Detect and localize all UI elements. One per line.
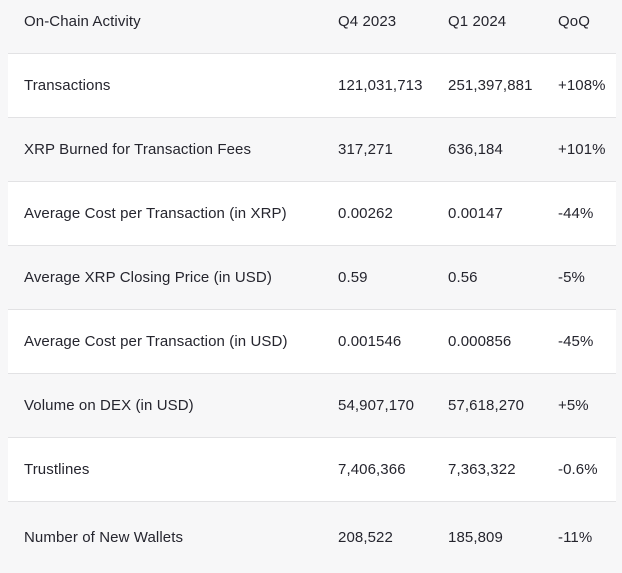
- row-qoq-value: -44%: [558, 204, 594, 222]
- row-qoq-value: -11%: [558, 528, 593, 546]
- row-qoq-value: +5%: [558, 396, 589, 414]
- row-q4-value: 0.59: [338, 268, 368, 286]
- row-q4-value: 0.001546: [338, 332, 402, 350]
- table-row-avg-closing-price: Average XRP Closing Price (in USD) 0.59 …: [8, 245, 616, 309]
- row-q1-value: 0.00147: [448, 204, 503, 222]
- table-row-transactions: Transactions 121,031,713 251,397,881 +10…: [8, 53, 616, 117]
- table-row-avg-cost-usd: Average Cost per Transaction (in USD) 0.…: [8, 309, 616, 373]
- table-header-row: On-Chain Activity Q4 2023 Q1 2024 QoQ: [8, 0, 616, 53]
- row-label: Average XRP Closing Price (in USD): [24, 268, 272, 286]
- row-label: Trustlines: [24, 460, 90, 478]
- row-q4-value: 121,031,713: [338, 76, 423, 94]
- on-chain-activity-table: On-Chain Activity Q4 2023 Q1 2024 QoQ Tr…: [8, 0, 616, 573]
- table-row-trustlines: Trustlines 7,406,366 7,363,322 -0.6%: [8, 437, 616, 501]
- row-qoq-value: -45%: [558, 332, 594, 350]
- column-header-qoq: QoQ: [558, 13, 590, 30]
- row-qoq-value: +101%: [558, 140, 606, 158]
- row-qoq-value: +108%: [558, 76, 606, 94]
- column-header-q4-2023: Q4 2023: [338, 13, 397, 30]
- row-q1-value: 7,363,322: [448, 460, 516, 478]
- table-row-xrp-burned: XRP Burned for Transaction Fees 317,271 …: [8, 117, 616, 181]
- row-label: Number of New Wallets: [24, 528, 184, 546]
- row-q1-value: 57,618,270: [448, 396, 525, 414]
- row-q4-value: 54,907,170: [338, 396, 415, 414]
- row-q1-value: 0.000856: [448, 332, 512, 350]
- row-q4-value: 0.00262: [338, 204, 393, 222]
- row-q4-value: 208,522: [338, 528, 393, 546]
- row-label: XRP Burned for Transaction Fees: [24, 140, 252, 158]
- row-q1-value: 185,809: [448, 528, 503, 546]
- row-q1-value: 0.56: [448, 268, 478, 286]
- row-q1-value: 251,397,881: [448, 76, 533, 94]
- row-label: Average Cost per Transaction (in XRP): [24, 204, 287, 222]
- table-row-volume-dex: Volume on DEX (in USD) 54,907,170 57,618…: [8, 373, 616, 437]
- row-qoq-value: -0.6%: [558, 460, 598, 478]
- row-qoq-value: -5%: [558, 268, 585, 286]
- row-label: Average Cost per Transaction (in USD): [24, 332, 288, 350]
- column-header-q1-2024: Q1 2024: [448, 13, 507, 30]
- table-row-new-wallets: Number of New Wallets 208,522 185,809 -1…: [8, 501, 616, 573]
- table-row-avg-cost-xrp: Average Cost per Transaction (in XRP) 0.…: [8, 181, 616, 245]
- row-label: Volume on DEX (in USD): [24, 396, 194, 414]
- row-q1-value: 636,184: [448, 140, 503, 158]
- row-label: Transactions: [24, 76, 111, 94]
- row-q4-value: 317,271: [338, 140, 393, 158]
- row-q4-value: 7,406,366: [338, 460, 406, 478]
- table-title: On-Chain Activity: [24, 13, 141, 30]
